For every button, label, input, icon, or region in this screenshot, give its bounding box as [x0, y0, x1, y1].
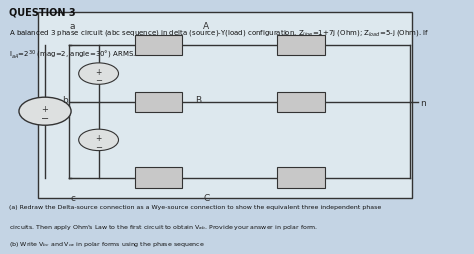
Text: −: −: [95, 76, 102, 85]
Text: n: n: [420, 98, 426, 107]
FancyBboxPatch shape: [38, 13, 412, 198]
Text: QUESTION 3: QUESTION 3: [9, 8, 76, 18]
FancyBboxPatch shape: [277, 168, 325, 188]
Text: A: A: [203, 22, 209, 30]
Text: +: +: [42, 105, 48, 114]
Text: +: +: [95, 67, 102, 76]
Circle shape: [79, 64, 118, 85]
Text: B: B: [195, 96, 201, 105]
Text: (a) Redraw the Delta-source connection as a Wye-source connection to show the eq: (a) Redraw the Delta-source connection a…: [9, 204, 382, 210]
Text: (b) Write V$_{bc}$ and V$_{ca}$ in polar forms using the phase sequence: (b) Write V$_{bc}$ and V$_{ca}$ in polar…: [9, 239, 205, 248]
Circle shape: [79, 130, 118, 151]
Text: I$_{aA}$=2$^{30}$ (mag=2, angle=30$°$) ARMS.: I$_{aA}$=2$^{30}$ (mag=2, angle=30$°$) A…: [9, 48, 137, 60]
Text: C: C: [203, 193, 210, 202]
FancyBboxPatch shape: [135, 93, 182, 113]
Text: −: −: [41, 113, 49, 123]
FancyBboxPatch shape: [277, 93, 325, 113]
Text: A balanced 3 phase circuit (abc sequence) in delta (source)-Y(load) configuratio: A balanced 3 phase circuit (abc sequence…: [9, 28, 430, 38]
FancyBboxPatch shape: [135, 168, 182, 188]
Text: −: −: [95, 142, 102, 151]
Circle shape: [19, 98, 71, 126]
FancyBboxPatch shape: [135, 36, 182, 56]
FancyBboxPatch shape: [277, 36, 325, 56]
Text: b: b: [62, 96, 68, 105]
Text: a: a: [70, 22, 75, 30]
Text: +: +: [95, 133, 102, 142]
Text: c: c: [70, 193, 75, 202]
Text: circuits. Then apply Ohm's Law to the first circuit to obtain V$_{ab}$. Provide : circuits. Then apply Ohm's Law to the fi…: [9, 222, 319, 231]
